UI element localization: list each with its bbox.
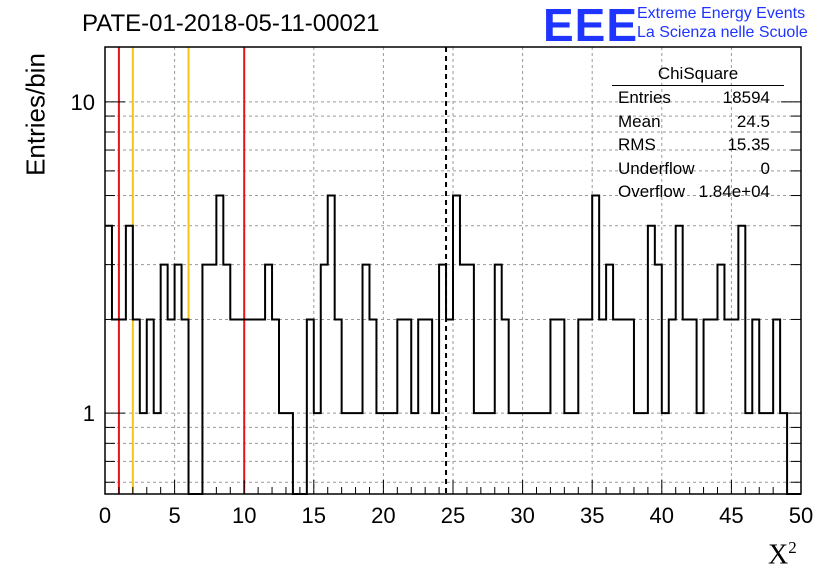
x-tick-label: 20: [371, 503, 395, 528]
x-tick-label: 30: [510, 503, 534, 528]
x-tick-label: 45: [719, 503, 743, 528]
x-tick-label: 5: [168, 503, 180, 528]
x-tick-label: 0: [99, 503, 111, 528]
chart-title: PATE-01-2018-05-11-00021: [82, 10, 380, 37]
x-tick-label: 15: [302, 503, 326, 528]
stats-row: RMS 15.35: [618, 135, 770, 154]
x-tick-label: 10: [232, 503, 256, 528]
stats-row: Underflow 0: [618, 158, 770, 178]
y-tick-label: 10: [71, 90, 95, 115]
stats-row: Overflow 1.84e+04: [618, 182, 770, 201]
y-tick-label: 1: [83, 401, 95, 426]
x-tick-label: 25: [441, 503, 465, 528]
stats-header: ChiSquare: [612, 64, 784, 86]
eee-logo: EEE: [543, 0, 639, 51]
stats-box: ChiSquare Entries 18594 Mean 24.5 RMS 15.35…: [612, 64, 784, 206]
x-tick-label: 35: [580, 503, 604, 528]
histogram-series: [105, 194, 801, 495]
logo-text-line2: La Scienza nelle Scuole: [637, 24, 808, 41]
y-axis-label: Entries/bin: [20, 53, 51, 176]
logo-text-line1: Extreme Energy Events: [637, 5, 806, 22]
x-tick-label: 40: [650, 503, 674, 528]
stats-row: Entries 18594: [618, 88, 770, 107]
x-tick-label: 50: [789, 503, 813, 528]
x-axis-label: X2: [768, 538, 797, 571]
stats-row: Mean 24.5: [618, 111, 770, 131]
